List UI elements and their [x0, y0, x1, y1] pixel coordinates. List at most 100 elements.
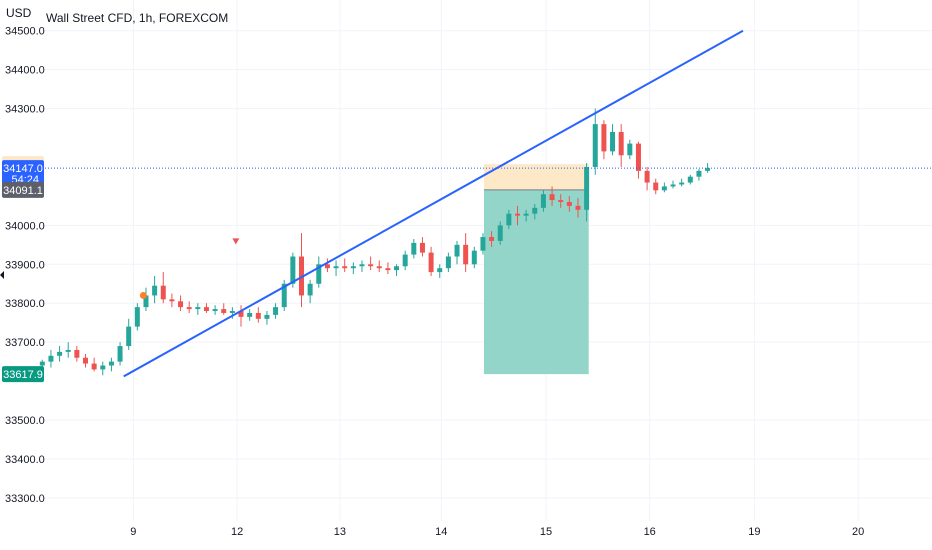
candle — [91, 357, 97, 372]
candle-body — [644, 170, 650, 183]
candle — [238, 305, 244, 327]
candle — [592, 108, 598, 175]
candle-body — [281, 283, 287, 308]
candle-body — [411, 242, 417, 255]
y-tick-label: 33400.0 — [5, 454, 45, 466]
candle-body — [661, 186, 667, 191]
candle-body — [618, 131, 624, 156]
y-tick-label: 34500.0 — [5, 26, 45, 38]
candle-body — [454, 244, 460, 257]
candle — [264, 311, 270, 325]
candle — [679, 178, 685, 187]
candle — [100, 361, 106, 376]
stop-loss-zone[interactable] — [483, 164, 589, 190]
short-position-tool[interactable] — [483, 164, 589, 375]
take-profit-zone[interactable] — [483, 189, 589, 375]
candle — [540, 190, 546, 212]
candle — [653, 178, 659, 195]
candle-body — [627, 143, 633, 156]
trendline[interactable] — [123, 29, 744, 378]
candle-body — [480, 237, 486, 251]
y-tick-label: 34400.0 — [5, 65, 45, 77]
candle-body — [575, 205, 581, 210]
candle-body — [489, 237, 495, 241]
candle-body — [169, 299, 175, 302]
candle — [532, 203, 538, 220]
y-axis[interactable]: 34500.0 34400.0 34300.0 34000.0 33900.0 33800… — [0, 26, 45, 505]
candle — [696, 168, 702, 181]
candle — [281, 279, 287, 312]
candle-body — [108, 361, 114, 366]
candle-body — [160, 285, 166, 300]
price-badge-value: 34091.1 — [3, 185, 43, 197]
candle-body — [601, 124, 607, 152]
candle — [212, 305, 218, 315]
candle — [57, 346, 63, 362]
candle-body — [463, 244, 469, 265]
candle-body — [558, 200, 564, 203]
price-badge-bg — [2, 160, 44, 187]
candle — [126, 318, 132, 350]
candle — [610, 124, 616, 156]
candle — [601, 120, 607, 160]
candle — [74, 346, 80, 362]
candle — [489, 231, 495, 247]
candle-body — [290, 256, 296, 284]
candle-body — [57, 351, 63, 356]
candle — [307, 279, 313, 304]
candle-body — [584, 166, 590, 210]
candle-body — [178, 301, 184, 308]
candle-body — [229, 311, 235, 313]
candle-body — [186, 307, 192, 310]
candle-body — [65, 349, 71, 352]
candle — [169, 293, 175, 308]
x-axis[interactable]: 9 12 13 14 15 16 19 20 — [130, 526, 864, 538]
candle-body — [376, 266, 382, 269]
candle — [368, 256, 374, 271]
candle — [108, 357, 114, 372]
candle-body — [368, 264, 374, 267]
y-tick-label: 34000.0 — [5, 220, 45, 232]
candle-body — [687, 176, 693, 183]
candle — [480, 233, 486, 255]
price-badge-value: 34147.0 — [3, 163, 43, 175]
candle-body — [333, 266, 339, 269]
candles — [39, 108, 711, 376]
candle-body — [238, 311, 244, 317]
candle — [454, 240, 460, 265]
candle — [143, 287, 149, 312]
candle — [333, 260, 339, 276]
candle — [203, 303, 209, 313]
candle — [359, 260, 365, 273]
candle — [497, 221, 503, 245]
candle-body — [402, 254, 408, 267]
candle-body — [247, 312, 253, 317]
currency-label: USD — [6, 6, 32, 20]
candle — [299, 233, 304, 308]
price-badge-entry: 34091.1 — [2, 181, 44, 198]
candle — [670, 180, 676, 189]
candle-body — [143, 295, 149, 308]
candle-body — [523, 213, 529, 216]
candle-body — [471, 250, 477, 265]
candle-body — [540, 194, 546, 208]
x-tick-label: 12 — [231, 526, 243, 538]
candle-body — [48, 355, 54, 362]
candle — [471, 246, 477, 269]
candle-body — [705, 168, 711, 171]
x-tick-label: 15 — [540, 526, 552, 538]
candle — [134, 303, 140, 331]
price-badge-target: 33617.9 — [2, 366, 44, 383]
candle-body — [635, 143, 641, 171]
candle — [186, 301, 192, 313]
trendline-layer[interactable] — [42, 29, 932, 378]
x-tick-label: 14 — [435, 526, 447, 538]
candle-body — [307, 283, 313, 296]
y-tick-label: 33700.0 — [5, 337, 45, 349]
candle — [178, 295, 184, 312]
candle-body — [566, 202, 572, 206]
price-badge-value: 33617.9 — [3, 369, 43, 381]
candle-body — [679, 182, 685, 185]
